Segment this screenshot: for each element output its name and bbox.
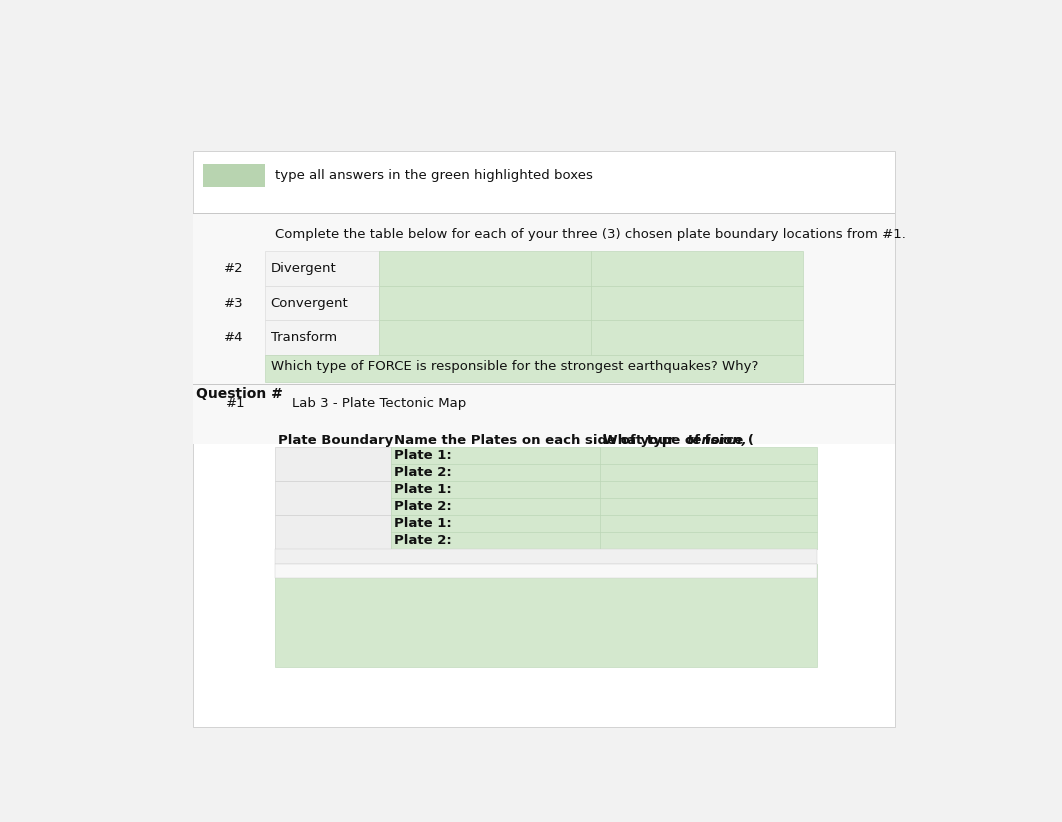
Bar <box>600 464 817 482</box>
Bar <box>379 321 590 355</box>
Bar <box>391 464 600 482</box>
Text: Which type of FORCE is responsible for the strongest earthquakes? Why?: Which type of FORCE is responsible for t… <box>271 360 758 372</box>
Text: Plate 1:: Plate 1: <box>394 483 451 496</box>
Text: Plate 1:: Plate 1: <box>394 450 451 463</box>
Text: Plate 2:: Plate 2: <box>394 501 451 513</box>
Bar <box>391 532 600 549</box>
Bar <box>275 565 817 579</box>
Bar <box>193 384 894 385</box>
Bar <box>391 482 600 498</box>
Bar <box>590 321 803 355</box>
Text: Question #: Question # <box>196 386 284 400</box>
Bar <box>264 251 379 286</box>
Text: #2: #2 <box>224 262 244 275</box>
Bar <box>590 251 803 286</box>
Bar <box>264 355 803 382</box>
Text: Complete the table below for each of your three (3) chosen plate boundary locati: Complete the table below for each of you… <box>275 228 906 241</box>
Text: tension,: tension, <box>687 433 748 446</box>
Bar <box>193 213 894 444</box>
Text: #3: #3 <box>224 297 244 310</box>
Text: Transform: Transform <box>271 331 337 344</box>
Bar <box>391 447 600 464</box>
Bar <box>275 565 817 667</box>
Bar <box>391 498 600 515</box>
Text: #1: #1 <box>226 397 245 410</box>
Bar <box>600 447 817 464</box>
Bar <box>264 321 379 355</box>
Text: Divergent: Divergent <box>271 262 337 275</box>
Text: What type of force (: What type of force ( <box>603 433 754 446</box>
Bar <box>275 515 391 549</box>
Bar <box>275 482 391 515</box>
Bar <box>379 251 590 286</box>
Text: Lab 3 - Plate Tectonic Map: Lab 3 - Plate Tectonic Map <box>292 397 466 410</box>
Bar <box>264 286 379 321</box>
Bar <box>600 515 817 532</box>
Bar <box>275 549 817 565</box>
Text: type all answers in the green highlighted boxes: type all answers in the green highlighte… <box>275 169 593 182</box>
Bar <box>590 286 803 321</box>
Bar <box>203 164 264 187</box>
Bar <box>391 515 600 532</box>
Bar <box>600 498 817 515</box>
Bar <box>379 286 590 321</box>
Bar <box>193 213 894 214</box>
Bar <box>193 151 894 727</box>
Bar <box>275 447 391 482</box>
Text: Name the Plates on each side of your: Name the Plates on each side of your <box>394 433 674 446</box>
Text: Convergent: Convergent <box>271 297 348 310</box>
Text: Plate 2:: Plate 2: <box>394 534 451 547</box>
Bar <box>600 482 817 498</box>
Bar <box>193 213 894 214</box>
Text: Plate 2:: Plate 2: <box>394 466 451 479</box>
Text: Plate Boundary: Plate Boundary <box>277 433 393 446</box>
Text: #4: #4 <box>224 331 243 344</box>
Text: Plate 1:: Plate 1: <box>394 517 451 530</box>
Bar <box>600 532 817 549</box>
